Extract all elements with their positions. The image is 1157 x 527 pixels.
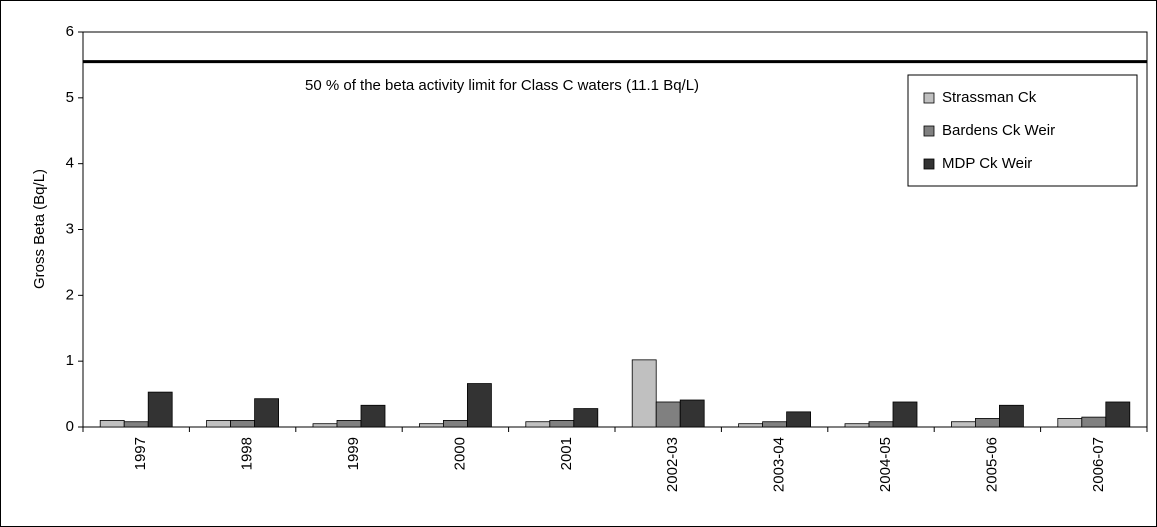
bar (975, 418, 1000, 428)
legend-label: Strassman Ck (942, 89, 1037, 106)
x-tick-label: 1998 (239, 437, 256, 470)
y-tick-label: 1 (66, 352, 74, 369)
x-tick-label: 2004-05 (877, 437, 894, 492)
y-tick-label: 3 (66, 220, 74, 237)
legend: Strassman Ck Bardens Ck Weir MDP Ck Weir (907, 74, 1138, 187)
bar (525, 421, 551, 428)
bar (999, 404, 1024, 428)
legend-swatch (923, 92, 935, 104)
bar (786, 411, 811, 428)
bar (631, 359, 657, 428)
legend-swatch (923, 125, 935, 137)
bar (360, 404, 386, 428)
bar (892, 401, 918, 428)
x-tick-label: 2001 (558, 437, 575, 470)
bar (738, 423, 763, 428)
legend-label: Bardens Ck Weir (942, 122, 1055, 139)
x-tick-label: 2002-03 (664, 437, 681, 492)
bar (844, 423, 870, 428)
bar (312, 423, 338, 428)
y-tick-label: 0 (66, 418, 74, 435)
bar (466, 383, 492, 428)
x-tick-label: 1999 (345, 437, 362, 470)
y-tick-label: 2 (66, 286, 74, 303)
bar (147, 391, 173, 428)
bar (679, 399, 705, 428)
bar (951, 421, 976, 428)
bar (1081, 416, 1107, 428)
bar (1057, 418, 1083, 428)
y-tick-label: 4 (66, 155, 74, 172)
bar (868, 421, 894, 428)
y-axis-title: Gross Beta (Bq/L) (31, 169, 48, 289)
x-tick-label: 2005-06 (983, 437, 1000, 492)
x-tick-label: 2006-07 (1090, 437, 1107, 492)
bar (123, 421, 149, 428)
bar (206, 420, 232, 428)
bar (442, 420, 468, 428)
bar (336, 420, 362, 428)
bar (655, 401, 681, 428)
x-tick-label: 2003-04 (771, 437, 788, 492)
reference-label: 50 % of the beta activity limit for Clas… (305, 77, 699, 94)
bar (254, 398, 280, 428)
bar (99, 420, 125, 428)
legend-swatch (923, 158, 935, 170)
y-tick-label: 6 (66, 23, 74, 40)
bar (762, 421, 787, 428)
bar (573, 408, 599, 428)
legend-label: MDP Ck Weir (942, 155, 1032, 172)
bar (549, 420, 575, 428)
x-tick-label: 1997 (132, 437, 149, 470)
bar (230, 420, 256, 428)
bar (1105, 401, 1131, 428)
x-tick-label: 2000 (451, 437, 468, 470)
bar (418, 423, 444, 428)
y-tick-label: 5 (66, 89, 74, 106)
legend-box (907, 74, 1138, 187)
